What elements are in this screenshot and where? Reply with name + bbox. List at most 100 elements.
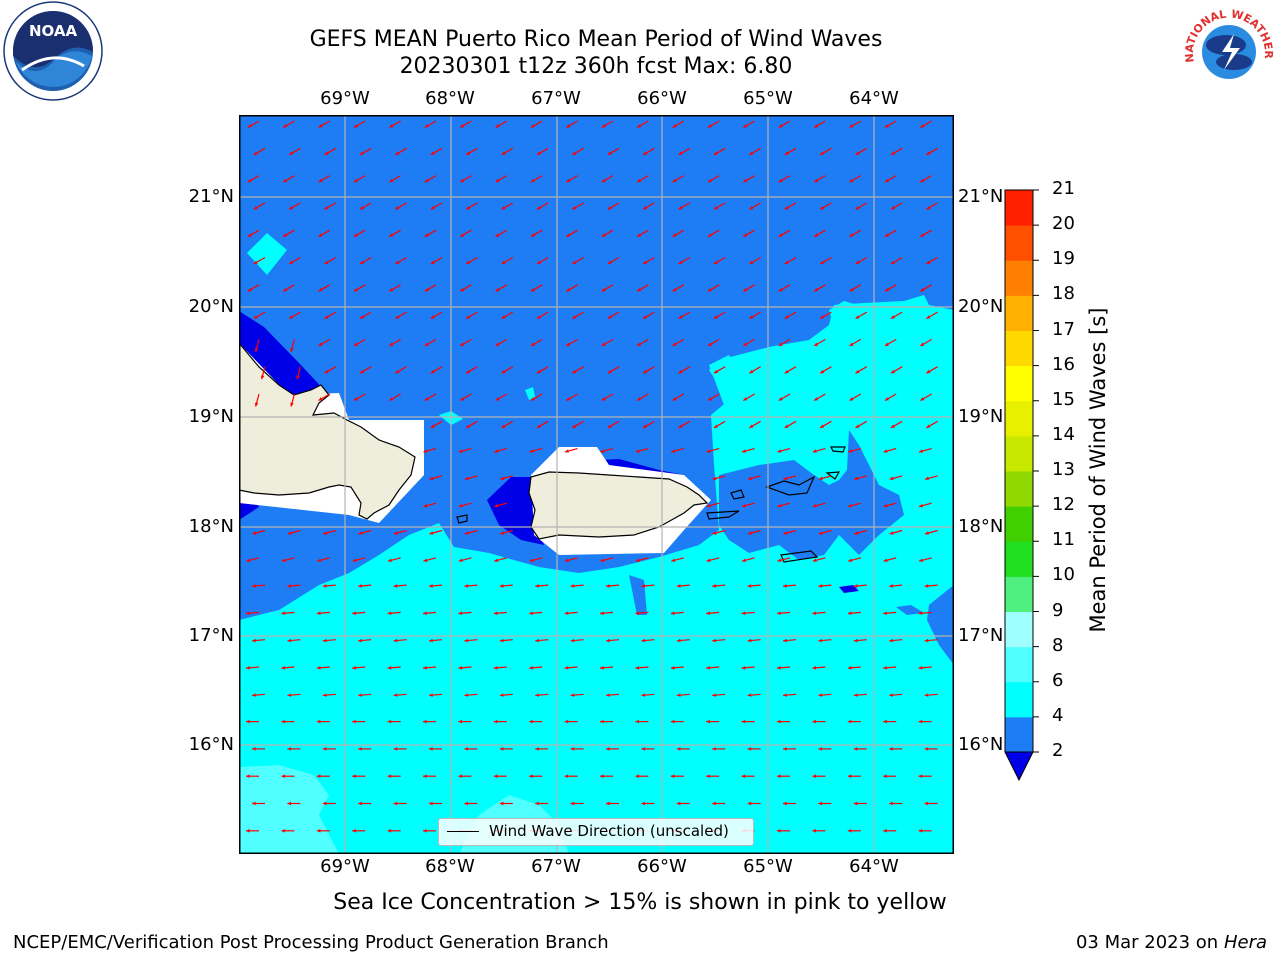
wind-wave-arrowhead [564, 666, 569, 670]
wind-wave-arrowhead [424, 397, 429, 401]
wind-wave-arrowhead [530, 124, 535, 128]
noaa-logo-text: NOAA [29, 22, 78, 40]
wind-wave-arrowhead [777, 666, 781, 670]
wind-wave-arrowhead [713, 151, 718, 155]
wind-wave-arrowhead [601, 287, 606, 292]
wind-wave-arrowhead [853, 801, 858, 806]
wind-wave-arrowhead [600, 719, 604, 724]
land-island [706, 510, 740, 520]
wind-wave-arrowhead [883, 503, 888, 508]
wind-wave-arrowhead [706, 774, 710, 779]
wind-wave-arrowhead [429, 801, 433, 806]
wind-wave-arrowhead [812, 558, 817, 562]
wind-wave-arrowhead [607, 260, 612, 264]
wind-wave-arrowhead [287, 693, 292, 697]
wind-wave-arrowhead [430, 424, 435, 428]
wind-wave-arrowhead [601, 178, 606, 183]
wind-wave-arrowhead [749, 260, 754, 264]
wind-wave-arrowhead [783, 638, 787, 643]
wind-wave-arrowhead [494, 449, 499, 453]
colorbar-under-extend [1004, 751, 1034, 782]
wind-wave-arrowhead [565, 558, 569, 562]
wind-wave-arrowhead [818, 531, 823, 535]
wind-wave-arrowhead [635, 611, 640, 616]
wind-wave-arrowhead [672, 287, 677, 292]
colorbar-band [1005, 506, 1033, 542]
wind-wave-arrowhead [606, 693, 610, 697]
wind-wave-arrowhead [890, 151, 895, 155]
wind-wave-arrowhead [423, 828, 427, 833]
wind-wave-arrowhead [706, 449, 711, 453]
wind-wave-arrowhead [495, 342, 500, 346]
wind-wave-arrowhead [814, 287, 819, 292]
wind-wave-arrowhead [423, 611, 427, 616]
wind-wave-arrowhead [429, 638, 433, 643]
wind-wave-arrowhead [853, 693, 858, 697]
wind-wave-arrowhead [424, 124, 429, 128]
wind-wave-arrowhead [246, 774, 250, 779]
wind-wave-arrowhead [253, 260, 258, 264]
wind-wave-arrowhead [918, 828, 923, 833]
wind-wave-arrowhead [849, 178, 854, 183]
wind-wave-arrowhead [287, 531, 292, 535]
wind-wave-arrowhead [883, 719, 887, 724]
wind-wave-arrowhead [460, 124, 465, 128]
wind-wave-arrowhead [706, 503, 711, 508]
wind-wave-arrowhead [324, 260, 329, 264]
wind-wave-arrowhead [466, 315, 471, 319]
wind-wave-arrowhead [324, 206, 329, 210]
wind-wave-arrowhead [281, 558, 286, 562]
colorbar-tick-label: 6 [1052, 669, 1064, 691]
wind-wave-arrowhead [430, 315, 435, 319]
period-6-8-region [239, 765, 339, 854]
wind-wave-arrowhead [566, 342, 571, 346]
wind-wave-arrowhead [643, 369, 648, 374]
map-gridlines [239, 115, 954, 854]
wind-wave-arrowhead [847, 774, 852, 779]
wind-wave-arrowhead [643, 260, 648, 264]
wind-wave-arrowhead [706, 666, 710, 670]
map-title: GEFS MEAN Puerto Rico Mean Period of Win… [309, 27, 883, 52]
lat-label-right: 17°N [958, 625, 1004, 646]
wind-wave-arrowhead [247, 287, 252, 292]
wind-wave-arrowhead [395, 260, 400, 264]
wind-wave-arrowhead [566, 397, 571, 401]
wind-wave-arrowhead [741, 611, 746, 616]
wind-wave-arrowhead [741, 719, 746, 724]
wind-wave-arrowhead [884, 287, 889, 292]
wind-wave-arrowhead [670, 666, 675, 670]
wind-wave-arrowhead [389, 124, 394, 128]
wind-wave-arrowhead [814, 397, 819, 401]
wind-wave-arrowhead [918, 719, 923, 724]
wind-wave-arrowhead [848, 449, 853, 453]
wind-wave-arrowhead [359, 151, 364, 155]
wind-wave-arrowhead [281, 666, 286, 670]
wind-wave-arrowhead [778, 397, 783, 401]
wind-wave-arrowhead [814, 124, 819, 128]
wind-wave-arrowhead [572, 369, 577, 374]
wind-wave-arrowhead [290, 348, 294, 352]
wind-wave-arrowhead [460, 397, 465, 401]
wind-wave-arrowhead [501, 260, 506, 264]
wind-wave-arrowhead [926, 151, 931, 155]
wind-wave-arrowhead [920, 124, 925, 128]
wind-wave-arrowhead [458, 611, 463, 616]
wind-wave-arrowhead [601, 397, 606, 401]
wind-wave-arrowhead [920, 397, 925, 401]
wind-wave-arrowhead [252, 747, 256, 751]
wind-wave-arrowhead [389, 287, 394, 292]
wind-wave-arrowhead [388, 558, 392, 562]
wind-wave-arrowhead [884, 124, 889, 128]
wind-wave-arrowhead [784, 206, 789, 210]
wind-wave-arrowhead [466, 151, 471, 155]
wind-wave-arrowhead [637, 342, 642, 346]
wind-wave-arrowhead [849, 233, 854, 237]
wind-wave-arrowhead [395, 315, 400, 319]
legend-line-swatch [447, 831, 479, 832]
wind-wave-arrowhead [883, 449, 888, 453]
wind-wave-arrowhead [918, 611, 923, 616]
wind-wave-arrowhead [847, 611, 852, 616]
wind-wave-arrowhead [530, 287, 535, 292]
wind-wave-arrowhead [393, 693, 398, 697]
wind-wave-arrowhead [924, 638, 929, 643]
